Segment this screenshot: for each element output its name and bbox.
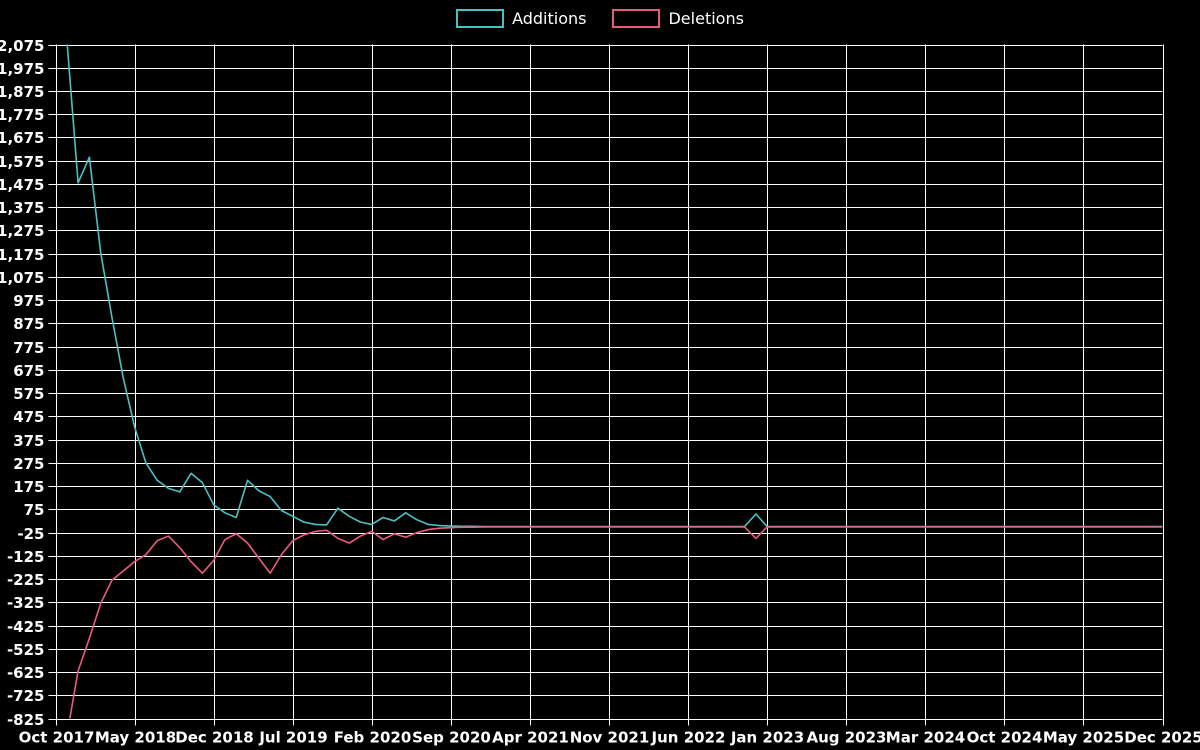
x-axis-tick-label: Jan 2023 [730, 729, 804, 747]
y-axis-tick-label: 1,075 [0, 269, 45, 287]
y-axis-tick-label: 1,575 [0, 153, 45, 171]
y-axis-tick-label: 775 [13, 339, 44, 357]
y-axis-tick-label: -625 [7, 664, 45, 682]
chart-legend: Additions Deletions [0, 0, 1200, 36]
y-axis-tick-label: 875 [13, 315, 44, 333]
x-axis-tick-label: Oct 2024 [967, 729, 1043, 747]
y-axis-tick-label: -225 [7, 571, 45, 589]
legend-swatch-deletions-icon [612, 8, 661, 28]
x-axis-tick-label: Dec 2025 [1124, 729, 1200, 747]
y-axis-tick-label: -25 [17, 525, 44, 543]
y-axis-tick-label: -525 [7, 641, 45, 659]
series-layer [66, 44, 1163, 719]
x-axis-tick-label: May 2018 [95, 729, 176, 747]
legend-swatch-additions-icon [456, 8, 505, 28]
y-axis-tick-label: 1,275 [0, 222, 45, 240]
x-axis-tick-label: Feb 2020 [334, 729, 412, 747]
y-axis-tick-label: 75 [24, 501, 45, 519]
y-axis-tick-label: 1,975 [0, 60, 45, 78]
x-axis-tick-label: Mar 2024 [886, 729, 965, 747]
x-axis-tick-label: Aug 2023 [807, 729, 887, 747]
y-axis-tick-label: 1,175 [0, 246, 45, 264]
series-line-deletions [69, 526, 1163, 719]
y-axis-tick-label: 675 [13, 362, 44, 380]
grid-layer [48, 44, 1164, 726]
x-axis-tick-label: Jun 2022 [651, 729, 726, 747]
y-axis-tick-label: -825 [7, 711, 45, 729]
y-axis-tick-label: 475 [13, 408, 44, 426]
y-axis-labels: 2,075 1,975 1,875 1,775 1,675 1,575 1,475 1,375… [0, 37, 45, 729]
y-axis-tick-label: 275 [13, 455, 44, 473]
y-axis-tick-label: 1,875 [0, 83, 45, 101]
y-axis-tick-label: -125 [7, 548, 45, 566]
x-axis-tick-label: Apr 2021 [492, 729, 569, 747]
y-axis-tick-label: 575 [13, 385, 44, 403]
x-axis-tick-label: Dec 2018 [175, 729, 254, 747]
y-axis-tick-label: 1,475 [0, 176, 45, 194]
y-axis-tick-label: 375 [13, 432, 44, 450]
x-axis-tick-label: Jul 2019 [258, 729, 327, 747]
x-axis-tick-label: Sep 2020 [412, 729, 491, 747]
x-axis-tick-label: Oct 2017 [19, 729, 95, 747]
legend-label-additions: Additions [512, 8, 587, 28]
y-axis-tick-label: -425 [7, 618, 45, 636]
x-axis-labels: Oct 2017 May 2018 Dec 2018 Jul 2019 Feb 2020… [19, 729, 1200, 747]
y-axis-tick-label: 1,675 [0, 129, 45, 147]
legend-label-deletions: Deletions [668, 8, 744, 28]
y-axis-tick-label: 1,775 [0, 106, 45, 124]
y-axis-tick-label: 975 [13, 292, 44, 310]
y-axis-tick-label: 2,075 [0, 37, 45, 55]
legend-item-deletions[interactable]: Deletions [612, 8, 744, 28]
y-axis-tick-label: 175 [13, 478, 44, 496]
legend-item-additions[interactable]: Additions [456, 8, 587, 28]
y-axis-tick-label: 1,375 [0, 199, 45, 217]
x-axis-tick-label: Nov 2021 [570, 729, 650, 747]
y-axis-tick-label: -325 [7, 594, 45, 612]
y-axis-tick-label: -725 [7, 687, 45, 705]
x-axis-tick-label: May 2025 [1043, 729, 1124, 747]
